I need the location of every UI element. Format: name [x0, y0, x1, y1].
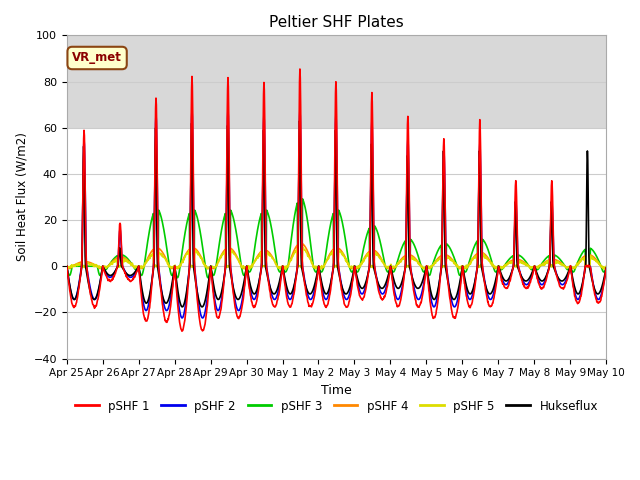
- Line: pSHF 3: pSHF 3: [67, 199, 606, 278]
- Hukseflux: [244, 268, 252, 274]
- pSHF 2: [179, 315, 186, 321]
- pSHF 5: [183, 251, 191, 256]
- pSHF 5: [602, 264, 610, 269]
- pSHF 3: [63, 264, 70, 269]
- pSHF 2: [421, 275, 429, 281]
- pSHF 2: [602, 266, 610, 272]
- Legend: pSHF 1, pSHF 2, pSHF 3, pSHF 4, pSHF 5, Hukseflux: pSHF 1, pSHF 2, pSHF 3, pSHF 4, pSHF 5, …: [70, 395, 603, 417]
- Line: pSHF 1: pSHF 1: [67, 69, 606, 331]
- pSHF 3: [602, 264, 610, 270]
- pSHF 5: [282, 266, 289, 272]
- Title: Peltier SHF Plates: Peltier SHF Plates: [269, 15, 404, 30]
- pSHF 2: [63, 264, 70, 269]
- pSHF 1: [178, 328, 186, 334]
- Hukseflux: [183, 288, 191, 294]
- pSHF 4: [244, 264, 252, 270]
- pSHF 2: [539, 281, 547, 287]
- pSHF 4: [299, 241, 307, 247]
- Hukseflux: [421, 271, 429, 276]
- pSHF 4: [539, 261, 547, 267]
- Hukseflux: [170, 271, 177, 276]
- Hukseflux: [198, 304, 206, 310]
- Line: pSHF 2: pSHF 2: [67, 109, 606, 318]
- pSHF 5: [492, 264, 499, 269]
- pSHF 1: [421, 277, 429, 283]
- pSHF 3: [244, 266, 252, 272]
- Hukseflux: [492, 279, 499, 285]
- pSHF 2: [244, 271, 252, 277]
- pSHF 2: [492, 284, 499, 289]
- pSHF 1: [492, 288, 499, 294]
- Hukseflux: [296, 118, 303, 124]
- pSHF 2: [183, 288, 191, 294]
- Y-axis label: Soil Heat Flux (W/m2): Soil Heat Flux (W/m2): [15, 132, 28, 262]
- pSHF 4: [170, 264, 178, 270]
- Hukseflux: [539, 278, 547, 284]
- pSHF 5: [539, 262, 547, 268]
- pSHF 1: [244, 271, 252, 276]
- pSHF 5: [243, 263, 251, 269]
- pSHF 3: [299, 196, 307, 202]
- pSHF 1: [170, 276, 177, 282]
- X-axis label: Time: Time: [321, 384, 352, 397]
- Line: Hukseflux: Hukseflux: [67, 121, 606, 307]
- pSHF 3: [183, 219, 191, 225]
- Bar: [67, 36, 606, 128]
- pSHF 5: [421, 265, 429, 271]
- Hukseflux: [602, 265, 610, 271]
- pSHF 1: [296, 66, 304, 72]
- pSHF 4: [492, 265, 499, 271]
- pSHF 2: [188, 107, 196, 112]
- Hukseflux: [63, 264, 70, 269]
- pSHF 5: [170, 264, 177, 269]
- Text: VR_met: VR_met: [72, 51, 122, 64]
- pSHF 3: [173, 275, 181, 281]
- pSHF 1: [63, 263, 70, 269]
- Line: pSHF 5: pSHF 5: [67, 248, 606, 269]
- pSHF 4: [63, 264, 70, 269]
- pSHF 3: [170, 269, 177, 275]
- pSHF 4: [65, 265, 73, 271]
- pSHF 4: [183, 249, 191, 255]
- pSHF 1: [602, 265, 610, 271]
- pSHF 5: [63, 263, 70, 269]
- pSHF 2: [170, 273, 177, 279]
- pSHF 1: [539, 285, 547, 290]
- pSHF 4: [421, 265, 429, 271]
- pSHF 3: [539, 259, 547, 265]
- pSHF 3: [492, 269, 499, 275]
- Line: pSHF 4: pSHF 4: [67, 244, 606, 268]
- pSHF 4: [602, 264, 610, 270]
- pSHF 3: [421, 268, 429, 274]
- pSHF 1: [183, 294, 191, 300]
- pSHF 5: [299, 245, 307, 251]
